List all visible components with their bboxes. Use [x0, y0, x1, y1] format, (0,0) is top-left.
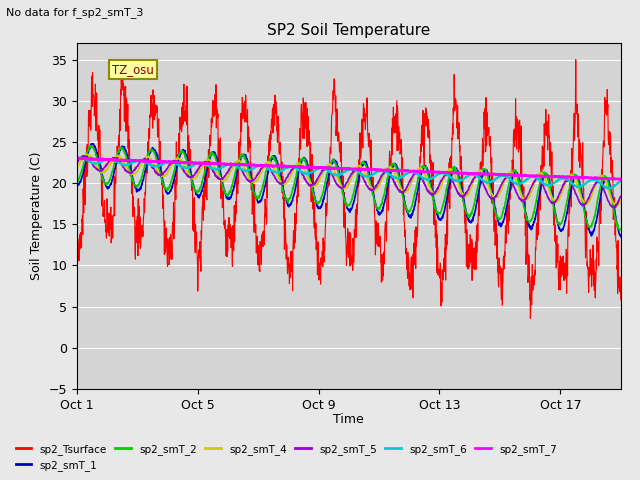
sp2_smT_5 — [307, 183, 314, 189]
sp2_smT_2 — [363, 166, 371, 171]
sp2_smT_4 — [363, 174, 371, 180]
sp2_smT_5 — [610, 205, 618, 211]
sp2_smT_1 — [316, 205, 323, 211]
sp2_smT_7 — [362, 167, 370, 173]
sp2_smT_1 — [617, 234, 625, 240]
sp2_smT_7 — [105, 157, 113, 163]
Line: sp2_smT_1: sp2_smT_1 — [77, 144, 621, 237]
sp2_smT_2 — [106, 178, 113, 183]
sp2_smT_6 — [605, 186, 613, 192]
sp2_smT_6 — [307, 170, 314, 176]
sp2_smT_7 — [617, 177, 625, 182]
Line: sp2_smT_2: sp2_smT_2 — [77, 145, 621, 230]
sp2_smT_4 — [542, 179, 550, 184]
sp2_smT_6 — [73, 155, 81, 160]
sp2_smT_2 — [307, 180, 314, 185]
sp2_smT_2 — [542, 170, 550, 176]
sp2_smT_1 — [106, 184, 113, 190]
sp2_smT_6 — [542, 182, 550, 188]
sp2_smT_6 — [316, 165, 323, 171]
sp2_smT_7 — [73, 155, 81, 161]
sp2_smT_4 — [617, 198, 625, 204]
sp2_smT_1 — [307, 174, 314, 180]
Title: SP2 Soil Temperature: SP2 Soil Temperature — [267, 23, 431, 38]
sp2_smT_5 — [106, 157, 113, 163]
sp2_smT_4 — [307, 180, 314, 186]
sp2_smT_5 — [363, 183, 371, 189]
sp2_smT_5 — [423, 186, 431, 192]
sp2_Tsurface — [73, 217, 81, 223]
sp2_smT_6 — [76, 155, 84, 160]
sp2_Tsurface — [315, 277, 323, 283]
Y-axis label: Soil Temperature (C): Soil Temperature (C) — [30, 152, 43, 280]
Line: sp2_smT_4: sp2_smT_4 — [77, 154, 621, 206]
sp2_smT_6 — [423, 177, 431, 182]
sp2_smT_4 — [83, 151, 91, 157]
sp2_smT_5 — [73, 160, 81, 166]
sp2_smT_4 — [423, 176, 431, 182]
sp2_smT_1 — [73, 182, 81, 188]
sp2_smT_1 — [363, 161, 371, 167]
sp2_smT_4 — [316, 178, 323, 183]
sp2_smT_2 — [316, 199, 323, 204]
sp2_smT_1 — [542, 172, 550, 178]
sp2_smT_6 — [106, 156, 113, 162]
Legend: sp2_Tsurface, sp2_smT_1, sp2_smT_2, sp2_smT_4, sp2_smT_5, sp2_smT_6, sp2_smT_7: sp2_Tsurface, sp2_smT_1, sp2_smT_2, sp2_… — [12, 439, 561, 475]
Line: sp2_smT_7: sp2_smT_7 — [77, 158, 621, 180]
sp2_Tsurface — [527, 316, 534, 322]
sp2_smT_5 — [617, 193, 625, 199]
sp2_Tsurface — [542, 132, 550, 138]
sp2_Tsurface — [362, 113, 370, 119]
sp2_smT_2 — [87, 143, 95, 148]
sp2_smT_6 — [617, 179, 625, 184]
sp2_Tsurface — [572, 57, 580, 62]
sp2_smT_7 — [422, 169, 430, 175]
sp2_smT_4 — [106, 162, 113, 168]
Line: sp2_Tsurface: sp2_Tsurface — [77, 60, 621, 319]
sp2_smT_7 — [542, 173, 550, 179]
sp2_smT_5 — [80, 153, 88, 159]
sp2_smT_7 — [315, 165, 323, 170]
sp2_smT_2 — [73, 178, 81, 184]
sp2_smT_2 — [617, 227, 625, 232]
X-axis label: Time: Time — [333, 413, 364, 426]
sp2_smT_5 — [316, 173, 323, 179]
Line: sp2_smT_5: sp2_smT_5 — [77, 156, 621, 208]
sp2_Tsurface — [105, 210, 113, 216]
sp2_smT_2 — [423, 168, 431, 173]
sp2_smT_6 — [363, 173, 371, 179]
sp2_smT_1 — [423, 165, 431, 170]
sp2_smT_4 — [612, 204, 620, 209]
sp2_smT_1 — [88, 141, 95, 146]
Text: No data for f_sp2_smT_3: No data for f_sp2_smT_3 — [6, 7, 144, 18]
Text: TZ_osu: TZ_osu — [112, 62, 154, 75]
sp2_smT_5 — [542, 190, 550, 196]
sp2_smT_7 — [307, 165, 314, 170]
sp2_Tsurface — [422, 108, 430, 113]
Line: sp2_smT_6: sp2_smT_6 — [77, 157, 621, 189]
sp2_smT_4 — [73, 165, 81, 170]
sp2_smT_2 — [616, 227, 623, 233]
sp2_Tsurface — [617, 297, 625, 303]
sp2_Tsurface — [307, 176, 314, 181]
